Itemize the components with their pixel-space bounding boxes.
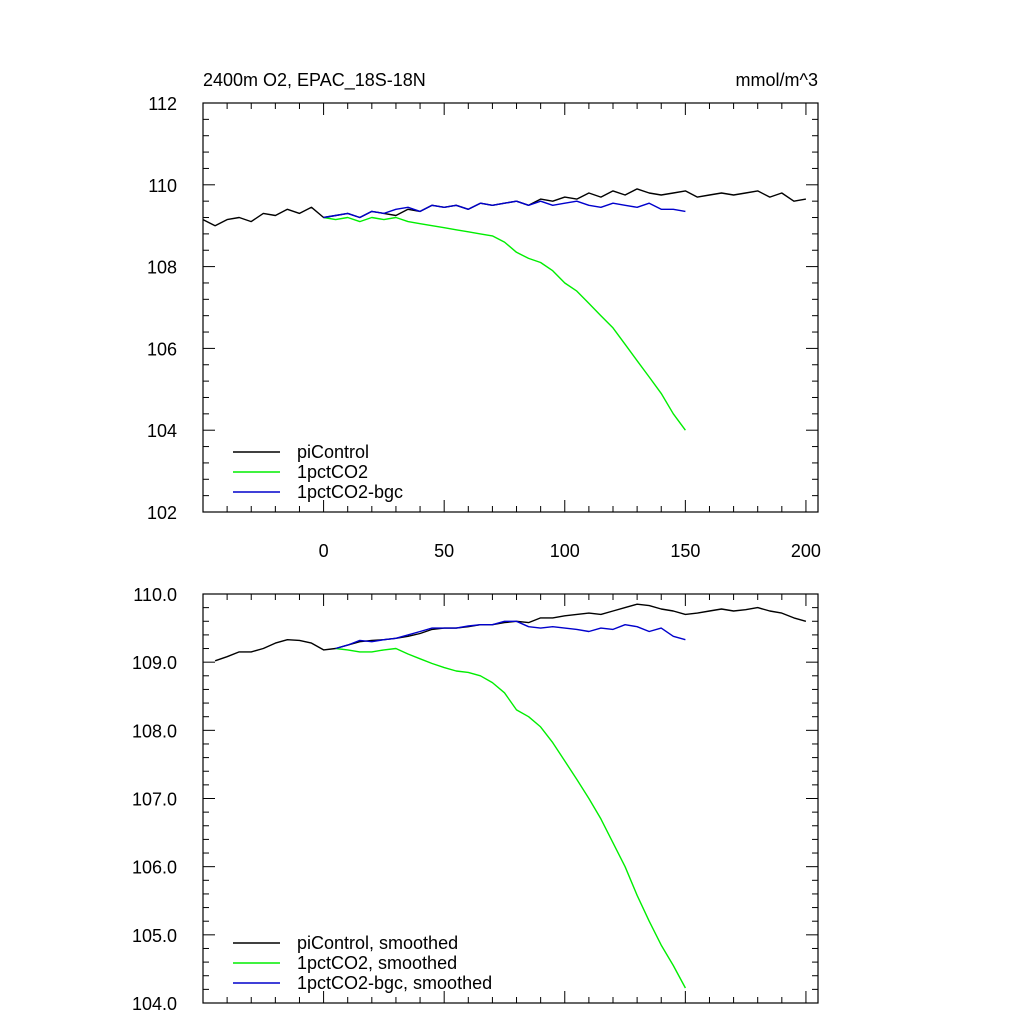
x-tick-label: 50 <box>434 541 454 561</box>
legend-label-2: 1pctCO2 <box>297 462 368 482</box>
series-line-2 <box>335 647 687 989</box>
y-tick-label: 110 <box>148 176 177 196</box>
bottom-ticks: 104.0 105.0 106.0 107.0 108.0 109.0 110.0 <box>132 585 818 1014</box>
chart-units: mmol/m^3 <box>736 70 818 90</box>
top-panel: 2400m O2, EPAC_18S-18N mmol/m^3 10210410… <box>147 70 821 561</box>
x-tick-label: 150 <box>670 541 700 561</box>
y-tick-label: 108.0 <box>132 721 177 741</box>
top-ticks: 102 104 106 108 110 112 0 50 100 150 200 <box>147 94 821 561</box>
legend-label-1: piControl <box>297 442 369 462</box>
y-tick-label: 112 <box>148 94 177 114</box>
series-line-3 <box>323 200 686 219</box>
y-tick-label: 106 <box>147 339 177 359</box>
y-tick-label: 107.0 <box>132 790 177 810</box>
legend-label-3: 1pctCO2-bgc, smoothed <box>297 973 492 993</box>
series-line-1 <box>214 603 807 662</box>
y-tick-label: 105.0 <box>132 926 177 946</box>
y-tick-label: 104.0 <box>132 994 177 1014</box>
bottom-series <box>214 603 807 989</box>
series-line-1 <box>202 188 807 227</box>
y-tick-label: 102 <box>147 503 177 523</box>
series-line-3 <box>335 620 686 650</box>
series-line-2 <box>323 216 686 431</box>
legend-label-2: 1pctCO2, smoothed <box>297 953 457 973</box>
legend-label-1: piControl, smoothed <box>297 933 458 953</box>
bottom-plot-frame <box>202 593 819 1004</box>
y-tick-label: 104 <box>147 421 177 441</box>
x-tick-label: 100 <box>550 541 580 561</box>
top-series <box>202 188 807 431</box>
legend-label-3: 1pctCO2-bgc <box>297 482 403 502</box>
x-tick-label: 0 <box>319 541 329 561</box>
y-tick-label: 108 <box>147 258 177 278</box>
y-tick-label: 106.0 <box>132 858 177 878</box>
x-tick-label: 200 <box>791 541 821 561</box>
top-plot-frame <box>202 102 819 513</box>
y-tick-label: 109.0 <box>132 653 177 673</box>
y-tick-label: 110.0 <box>133 585 177 605</box>
chart-title: 2400m O2, EPAC_18S-18N <box>203 70 426 91</box>
bottom-panel: 104.0 105.0 106.0 107.0 108.0 109.0 110.0 piCo… <box>132 585 819 1014</box>
